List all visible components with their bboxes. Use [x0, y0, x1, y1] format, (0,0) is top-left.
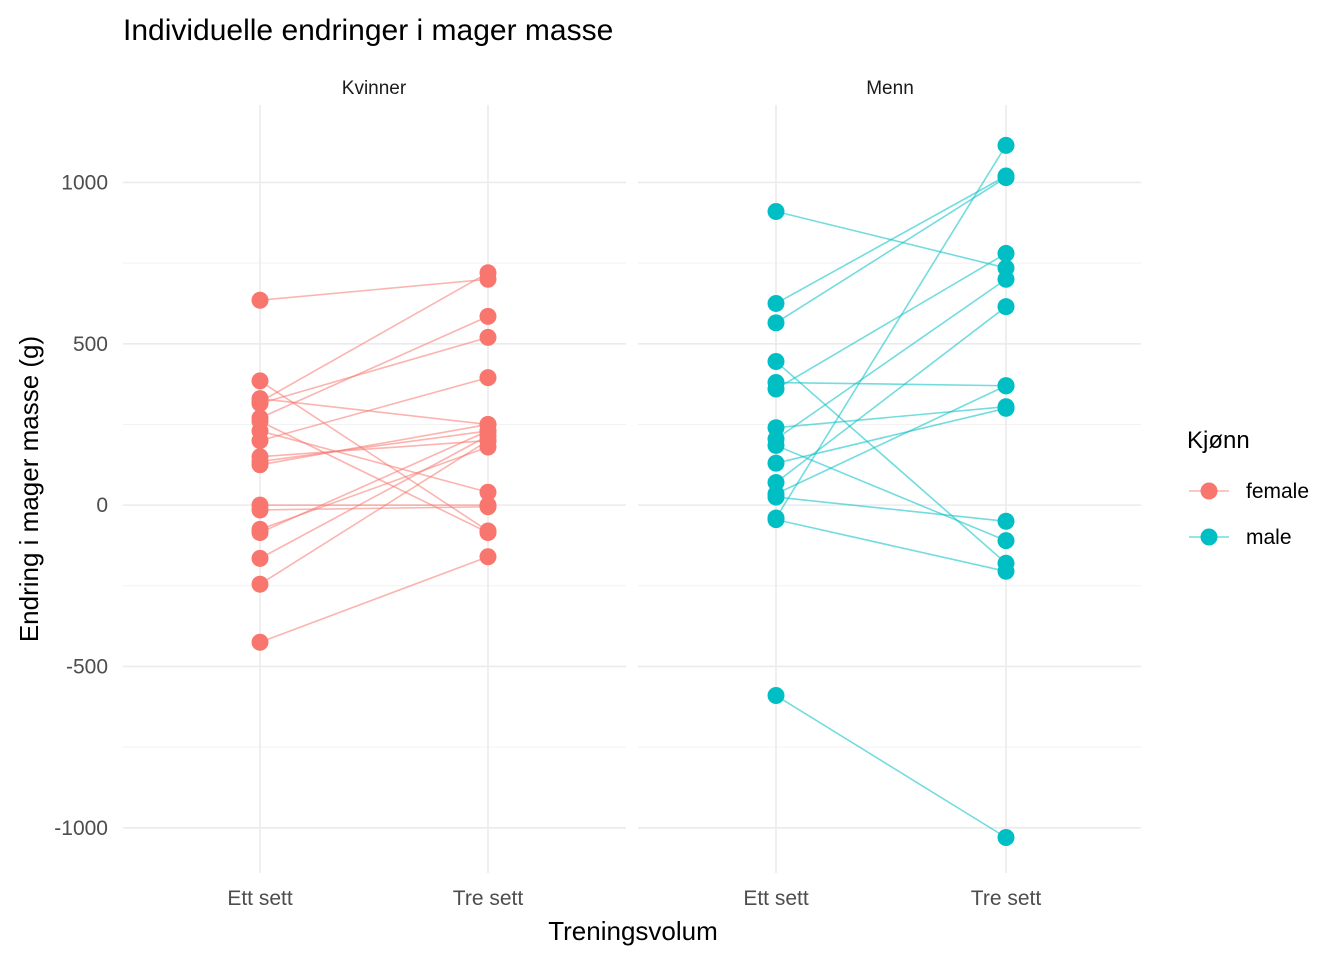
subject-line — [775, 694, 1007, 839]
data-point — [251, 432, 269, 450]
x-tick-label: Ett sett — [227, 887, 293, 910]
legend: Kjønn female male — [1187, 427, 1309, 549]
data-point — [479, 369, 497, 387]
data-point — [997, 377, 1015, 395]
data-point — [767, 314, 785, 332]
subject-line — [775, 385, 1007, 495]
data-point — [997, 829, 1015, 847]
data-point — [251, 524, 269, 542]
data-point — [479, 524, 497, 542]
data-point — [479, 307, 497, 325]
subject-line — [259, 336, 489, 405]
data-point — [251, 456, 269, 474]
subject-line — [775, 175, 1007, 305]
legend-label: male — [1246, 526, 1292, 549]
data-point — [997, 244, 1015, 262]
data-point — [767, 202, 785, 220]
subject-line — [259, 376, 489, 442]
data-point — [997, 298, 1015, 316]
y-tick-label: 0 — [96, 494, 108, 517]
subject-line — [775, 252, 1007, 390]
panels: Kvinner Ett sett Tre sett Menn Ett sett Tre s… — [123, 78, 1141, 910]
subject-line — [775, 381, 1007, 387]
data-point — [767, 511, 785, 529]
data-point — [251, 372, 269, 390]
subject-line — [775, 444, 1007, 542]
data-point — [479, 264, 497, 282]
data-point — [251, 394, 269, 412]
subject-line — [259, 278, 489, 302]
legend-item-male: male — [1189, 526, 1292, 549]
y-axis: -1000 -500 0 500 1000 — [54, 171, 108, 839]
subject-line — [775, 306, 1007, 484]
data-point — [997, 270, 1015, 288]
panel-male: Menn Ett sett Tre sett — [638, 78, 1141, 910]
subject-line — [259, 315, 489, 419]
data-point — [997, 532, 1015, 550]
data-point — [767, 488, 785, 506]
legend-item-female: female — [1189, 480, 1309, 503]
data-point — [251, 575, 269, 593]
data-point — [767, 353, 785, 371]
legend-key-point — [1200, 482, 1218, 500]
data-point — [767, 380, 785, 398]
facet-label: Menn — [866, 78, 914, 99]
panel-female: Kvinner Ett sett Tre sett — [123, 78, 626, 910]
data-point — [479, 548, 497, 566]
data-point — [251, 501, 269, 519]
legend-items: female male — [1189, 480, 1309, 549]
subject-line — [259, 430, 489, 463]
data-point — [479, 432, 497, 450]
subject-line — [775, 518, 1007, 573]
data-point — [479, 483, 497, 501]
subject-line — [259, 556, 489, 644]
subject-line — [775, 176, 1007, 324]
subject-line — [775, 496, 1007, 523]
data-point — [997, 169, 1015, 187]
subject-line — [775, 360, 1007, 564]
subject-line — [259, 423, 489, 466]
subject-line — [775, 278, 1007, 440]
legend-title: Kjønn — [1187, 427, 1250, 454]
subject-line — [259, 397, 489, 426]
data-point — [997, 136, 1015, 154]
chart-title: Individuelle endringer i mager masse — [123, 14, 613, 47]
data-point — [479, 328, 497, 346]
subject-line — [259, 435, 489, 560]
facet-label: Kvinner — [342, 78, 407, 99]
subject-line — [259, 505, 489, 511]
data-point — [997, 512, 1015, 530]
subject-line — [775, 405, 1007, 429]
subject-line — [259, 430, 489, 534]
legend-key-point — [1200, 528, 1218, 546]
data-point — [251, 633, 269, 651]
data-point — [251, 549, 269, 567]
data-point — [767, 687, 785, 705]
subject-line — [259, 430, 489, 493]
subject-line — [259, 380, 489, 532]
subject-line — [259, 420, 489, 534]
data-point — [767, 436, 785, 454]
data-point — [251, 291, 269, 309]
subject-line — [259, 439, 489, 458]
x-tick-label: Ett sett — [743, 887, 809, 910]
data-point — [997, 562, 1015, 580]
subject-line — [775, 144, 1007, 519]
y-tick-label: -500 — [66, 655, 108, 678]
y-tick-label: -1000 — [54, 817, 108, 840]
x-tick-label: Tre sett — [453, 887, 524, 910]
data-point — [767, 454, 785, 472]
data-point — [767, 294, 785, 312]
y-tick-label: 500 — [73, 333, 108, 356]
legend-label: female — [1246, 480, 1309, 503]
x-axis-title: Treningsvolum — [548, 916, 718, 946]
data-point — [997, 399, 1015, 417]
y-axis-title: Endring i mager masse (g) — [14, 336, 44, 642]
x-tick-label: Tre sett — [971, 887, 1042, 910]
data-point — [479, 498, 497, 516]
y-tick-label: 1000 — [61, 171, 108, 194]
subject-line — [259, 439, 489, 585]
subject-line — [259, 272, 489, 403]
